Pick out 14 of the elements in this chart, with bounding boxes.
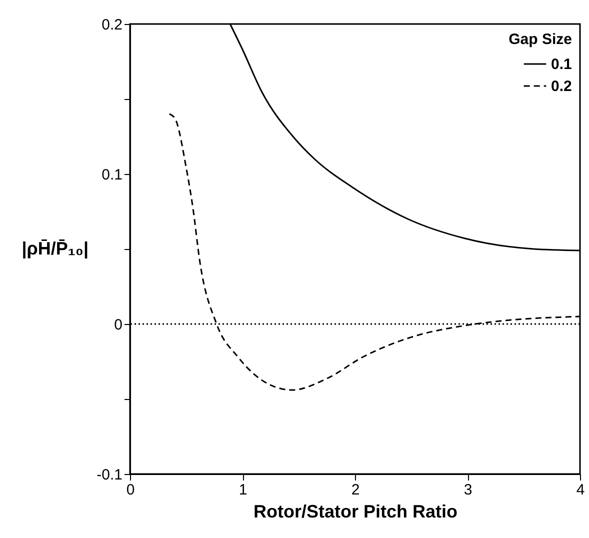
y-tick-label: -0.1: [96, 466, 122, 484]
x-tick-label: 4: [576, 482, 585, 498]
legend-label: 0.1: [551, 56, 572, 73]
legend-title: Gap Size: [508, 31, 572, 48]
x-tick-label: 1: [238, 482, 248, 498]
y-tick-label: 0: [114, 316, 122, 334]
y-tick-label: 0.2: [102, 16, 122, 34]
y-tick-label: 0.1: [102, 166, 122, 184]
x-tick-label: 0: [126, 482, 135, 498]
y-axis-title: |ρH̄/P̄₁₀|: [22, 238, 88, 258]
x-tick-label: 2: [351, 482, 360, 498]
x-axis-title: Rotor/Stator Pitch Ratio: [253, 502, 458, 522]
legend-label: 0.2: [551, 78, 572, 95]
x-tick-label: 3: [464, 482, 472, 498]
